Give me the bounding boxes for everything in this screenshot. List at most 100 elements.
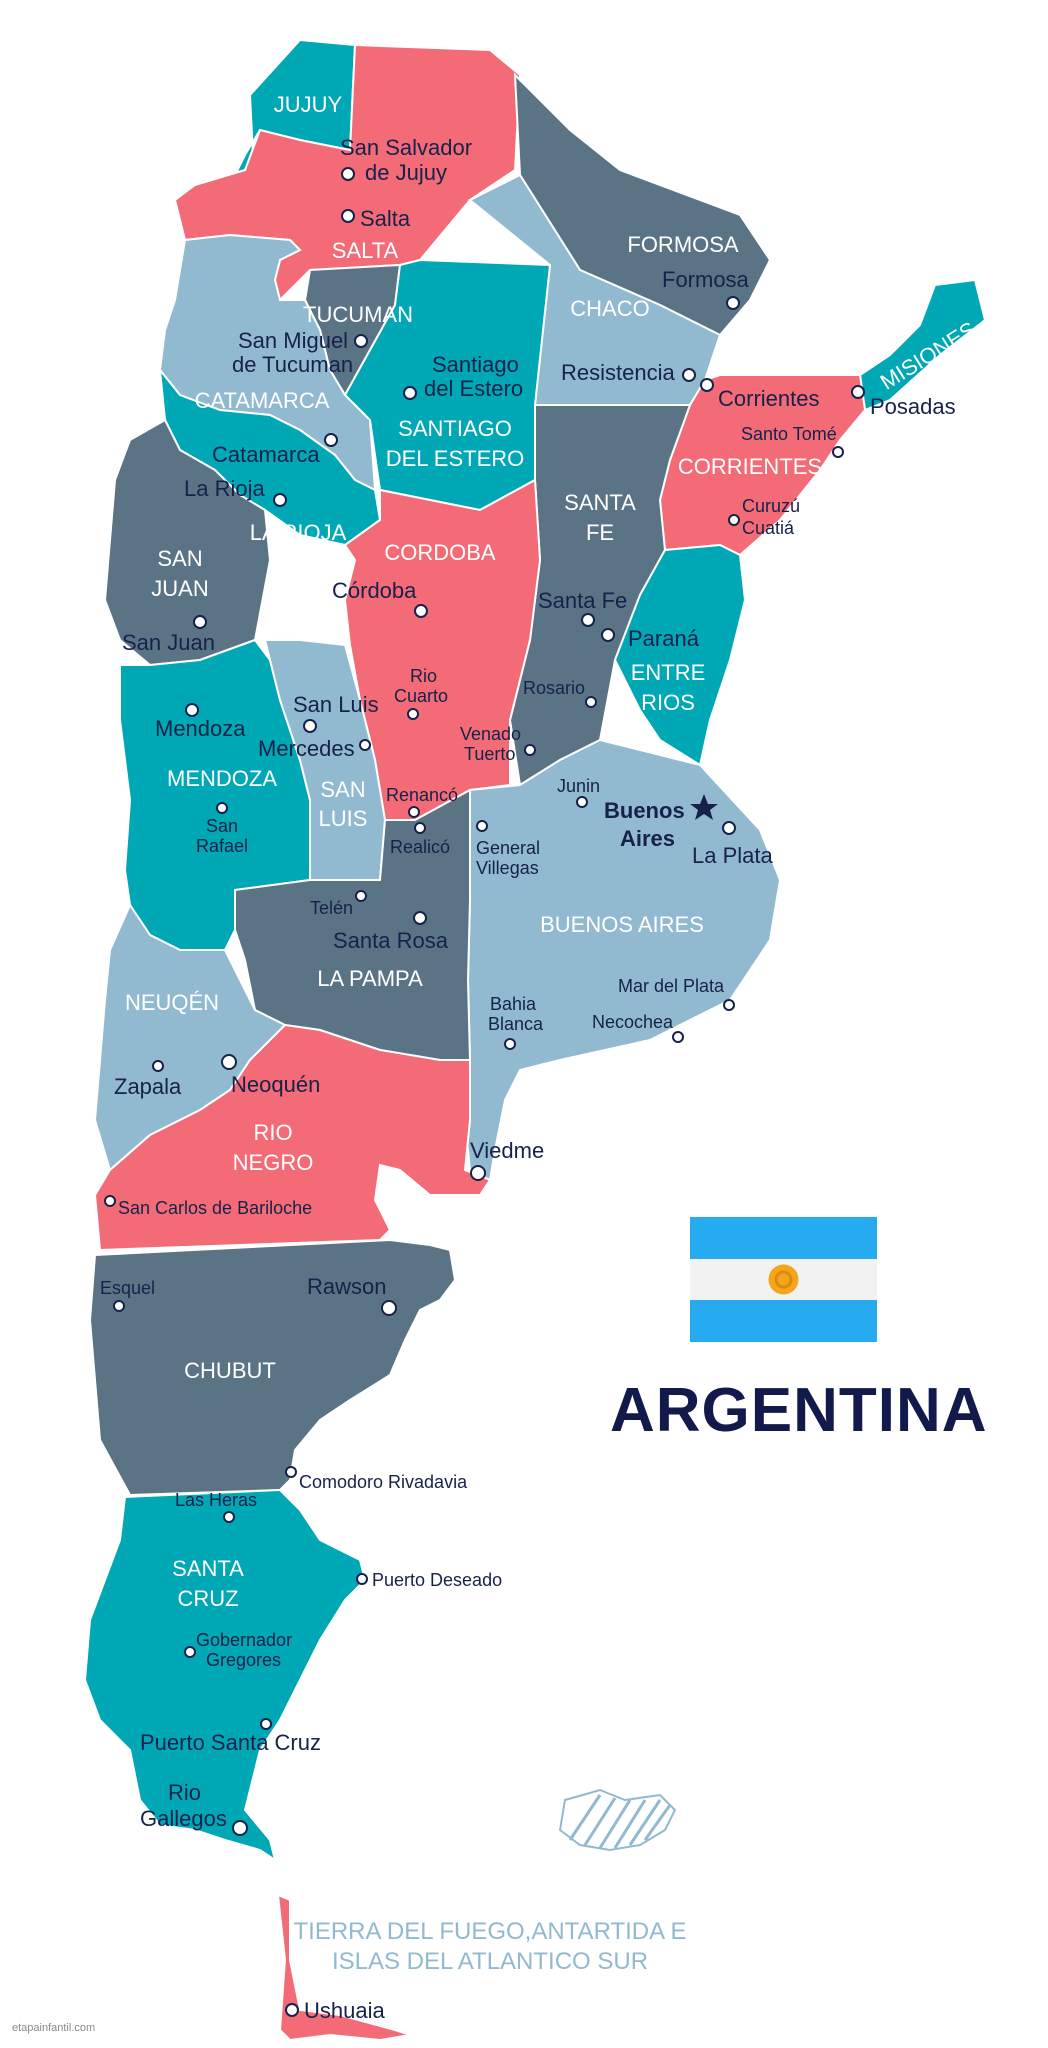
city-dot-la-plata[interactable] [722, 821, 736, 835]
city-dot-posadas[interactable] [851, 385, 865, 399]
city-dot-puerto-santa-cruz[interactable] [260, 1718, 272, 1730]
city-dot-san-juan[interactable] [193, 615, 207, 629]
label-rio-negro-1: RIO [253, 1120, 292, 1145]
city-dot-santiago-del-estero[interactable] [403, 386, 417, 400]
label-rio-gallegos-2: Gallegos [140, 1806, 227, 1831]
label-rio-cuarto-1: Rio [410, 666, 437, 686]
label-entre-rios-2: RIOS [641, 690, 695, 715]
label-santa-fe-city: Santa Fe [538, 588, 627, 613]
tierra-del-fuego-label: TIERRA DEL FUEGO,ANTARTIDA E ISLAS DEL A… [290, 1917, 690, 1977]
label-salta-city: Salta [360, 206, 411, 231]
label-junin: Junin [557, 776, 600, 796]
label-bahia-blanca-2: Blanca [488, 1014, 544, 1034]
city-dot-bahia-blanca[interactable] [504, 1038, 516, 1050]
label-bahia-blanca-1: Bahia [490, 994, 537, 1014]
label-posadas: Posadas [870, 394, 956, 419]
label-ushuaia: Ushuaia [304, 1998, 385, 2023]
province-entre-rios[interactable] [613, 543, 747, 767]
city-dot-realico[interactable] [414, 822, 426, 834]
label-necochea: Necochea [592, 1012, 674, 1032]
city-dot-esquel[interactable] [113, 1300, 125, 1312]
label-neuquen: NEUQÉN [125, 990, 219, 1015]
city-dot-san-luis[interactable] [303, 719, 317, 733]
label-corrientes-city: Corrientes [718, 386, 819, 411]
city-dot-san-salvador-de-jujuy[interactable] [341, 167, 355, 181]
province-misiones[interactable] [858, 278, 987, 412]
city-dot-curuzu-cuatia[interactable] [728, 514, 740, 526]
label-san-luis-city: San Luis [293, 692, 379, 717]
city-dot-catamarca[interactable] [324, 433, 338, 447]
label-buenos-aires: BUENOS AIRES [540, 912, 704, 937]
label-gobernador-gregores-2: Gregores [206, 1650, 281, 1670]
city-dot-comodoro-rivadavia[interactable] [285, 1466, 297, 1478]
label-san-carlos-de-bariloche: San Carlos de Bariloche [118, 1198, 312, 1218]
province-santa-cruz[interactable] [83, 1488, 367, 1863]
province-chubut[interactable] [88, 1238, 457, 1497]
label-la-rioja-city: La Rioja [184, 476, 265, 501]
label-formosa-city: Formosa [662, 267, 750, 292]
city-dot-ushuaia[interactable] [285, 2003, 299, 2017]
province-rio-negro[interactable] [93, 1023, 492, 1252]
label-la-plata: La Plata [692, 843, 773, 868]
city-dot-mendoza[interactable] [185, 703, 199, 717]
city-dot-puerto-deseado[interactable] [356, 1573, 368, 1585]
city-dot-san-carlos-de-bariloche[interactable] [104, 1195, 116, 1207]
city-dot-rawson[interactable] [381, 1300, 397, 1316]
capital-star-icon[interactable] [690, 794, 718, 820]
city-dot-viedme[interactable] [470, 1165, 486, 1181]
label-san-juan-2: JUAN [151, 576, 208, 601]
label-la-pampa: LA PAMPA [317, 966, 423, 991]
city-dot-venado-tuerto[interactable] [524, 744, 536, 756]
label-mendoza: MENDOZA [167, 766, 277, 791]
city-dot-gobernador-gregores[interactable] [184, 1646, 196, 1658]
label-mar-del-plata: Mar del Plata [618, 976, 725, 996]
city-dot-san-miguel-de-tucuman[interactable] [354, 334, 368, 348]
city-dot-zapala[interactable] [152, 1060, 164, 1072]
city-dot-san-rafael[interactable] [216, 802, 228, 814]
city-dot-la-rioja[interactable] [273, 493, 287, 507]
label-esquel: Esquel [100, 1278, 155, 1298]
label-san-salvador-de-jujuy-1: San Salvador [340, 135, 472, 160]
city-dot-rio-gallegos[interactable] [232, 1820, 248, 1836]
city-dot-mercedes[interactable] [359, 739, 371, 751]
label-santa-fe-1: SANTA [564, 490, 636, 515]
label-santa-cruz-2: CRUZ [177, 1586, 238, 1611]
label-santiago-del-estero-city-2: del Estero [424, 376, 523, 401]
city-dot-santa-rosa[interactable] [413, 911, 427, 925]
label-corrientes: CORRIENTES [678, 454, 822, 479]
city-dot-rosario[interactable] [585, 696, 597, 708]
city-dot-las-heras[interactable] [223, 1511, 235, 1523]
city-dot-necochea[interactable] [672, 1031, 684, 1043]
city-dot-rio-cuarto[interactable] [407, 708, 419, 720]
city-dot-mar-del-plata[interactable] [723, 999, 735, 1011]
city-labels: San Salvador de Jujuy Salta Formosa Resi… [100, 135, 956, 2023]
label-puerto-santa-cruz: Puerto Santa Cruz [140, 1730, 321, 1755]
label-santiago-del-estero-city-1: Santiago [432, 352, 519, 377]
city-dot-parana[interactable] [601, 628, 615, 642]
province-santiago-del-estero[interactable] [343, 258, 552, 512]
label-rio-gallegos-1: Rio [168, 1780, 201, 1805]
city-dot-cordoba[interactable] [414, 604, 428, 618]
city-dot-renanco[interactable] [408, 806, 420, 818]
label-entre-rios-1: ENTRE [631, 660, 706, 685]
city-dot-general-villegas[interactable] [476, 820, 488, 832]
city-dot-junin[interactable] [576, 796, 588, 808]
city-dot-santo-tome[interactable] [832, 446, 844, 458]
label-venado-tuerto-2: Tuerto [464, 744, 515, 764]
city-dot-resistencia[interactable] [682, 368, 696, 382]
flag-icon [690, 1217, 877, 1342]
city-dot-santa-fe[interactable] [581, 613, 595, 627]
label-gobernador-gregores-1: Gobernador [196, 1630, 292, 1650]
label-rosario: Rosario [523, 678, 585, 698]
city-dot-formosa[interactable] [726, 296, 740, 310]
city-dot-corrientes[interactable] [700, 378, 714, 392]
label-santo-tome: Santo Tomé [741, 424, 837, 444]
tierra-del-fuego-label-line-1: TIERRA DEL FUEGO,ANTARTIDA E [293, 1918, 687, 1945]
city-dot-neuquen[interactable] [221, 1054, 237, 1070]
city-dot-salta[interactable] [341, 209, 355, 223]
label-rio-negro-2: NEGRO [233, 1150, 314, 1175]
watermark: etapainfantil.com [12, 2022, 96, 2034]
city-dot-telen[interactable] [355, 890, 367, 902]
province-tierra-del-fuego[interactable] [276, 1893, 411, 2042]
